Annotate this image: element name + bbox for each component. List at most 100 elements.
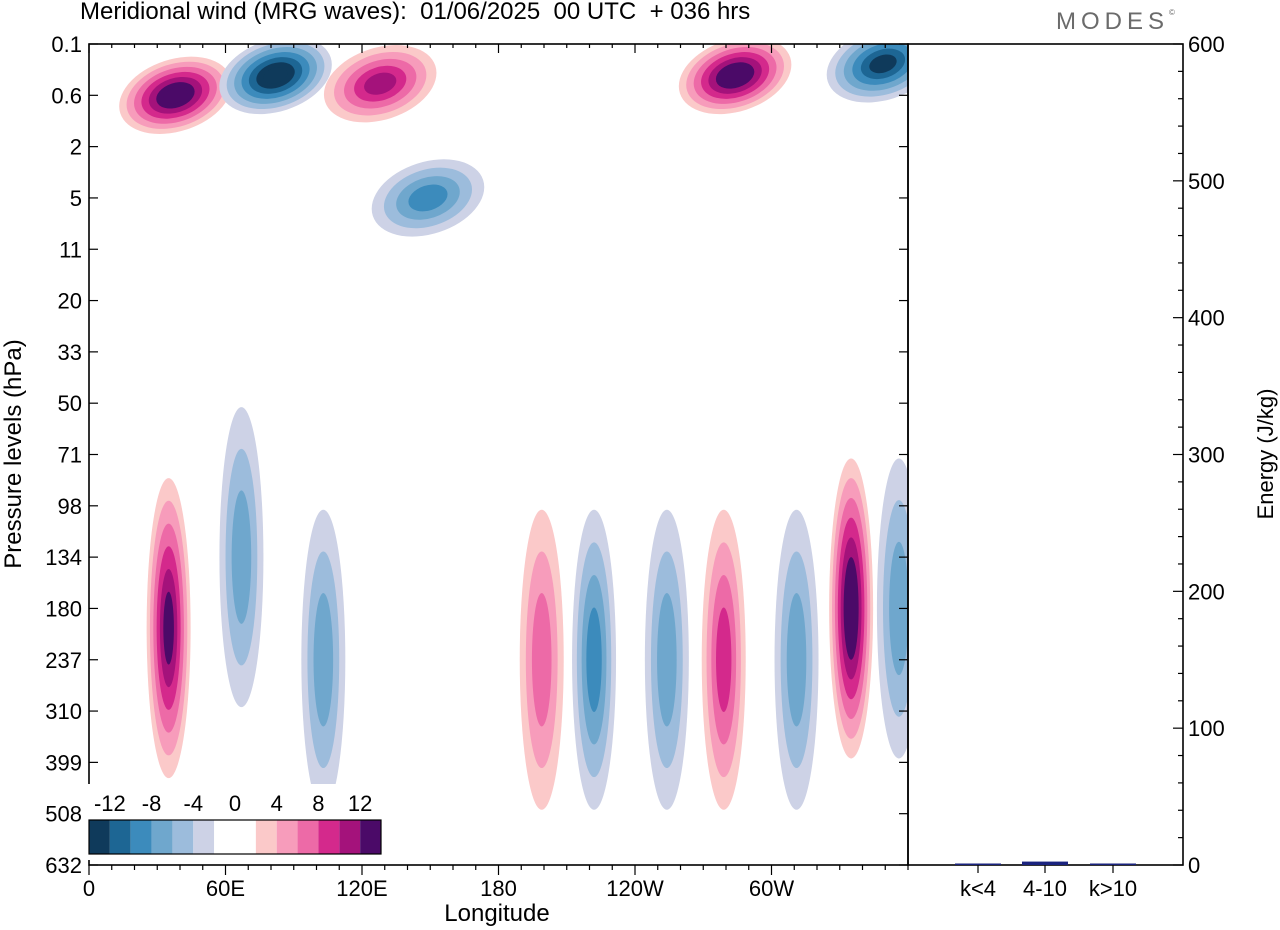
- colorbar-frame: [88, 819, 382, 855]
- energy-tick-label: 400: [1188, 306, 1225, 331]
- contour-level: [408, 184, 448, 212]
- chart-title: Meridional wind (MRG waves): 01/06/2025 …: [80, 0, 751, 25]
- contour-level: [364, 72, 397, 95]
- contour-blob-12: [701, 509, 746, 810]
- energy-frame: [907, 43, 1184, 866]
- energy-bar: [1022, 861, 1068, 865]
- contour-blob-11: [644, 509, 689, 810]
- contour-level: [869, 54, 897, 74]
- contour-blob-7: [219, 407, 264, 708]
- contour-level: [716, 607, 732, 712]
- x-tick-label: 120E: [336, 876, 387, 901]
- contour-level: [786, 593, 807, 727]
- contour-blob-1: [219, 44, 332, 115]
- energy-tick-label: 0: [1188, 853, 1200, 878]
- y-tick-label: 33: [58, 340, 82, 365]
- energy-tick-label: 300: [1188, 443, 1225, 468]
- colorbar-swatch: [130, 820, 152, 854]
- contour-blob-6: [146, 478, 191, 779]
- energy-tick-label: 600: [1188, 32, 1225, 57]
- logo-mark: ©: [1169, 8, 1175, 17]
- colorbar-tick-label: -8: [142, 791, 162, 816]
- x-tick-label: 180: [480, 876, 517, 901]
- colorbar-tick-label: -4: [184, 791, 204, 816]
- colorbar-swatch: [318, 820, 340, 854]
- energy-tick-label: 200: [1188, 579, 1225, 604]
- contour-level: [586, 607, 602, 712]
- y-tick-label: 11: [59, 237, 82, 262]
- colorbar-swatch: [193, 820, 215, 854]
- axes: 0.1 0.6 2 5 11 20 33 50 71 98 134 180 237 310 399 508 63…: [45, 32, 1224, 901]
- energy-bar: [1090, 863, 1136, 865]
- y-axis-label: Pressure levels (hPa): [0, 339, 27, 569]
- contour-blob-10: [572, 509, 617, 810]
- colorbar-tick-label: 8: [312, 791, 324, 816]
- contour-blob-0: [119, 56, 232, 134]
- y-tick-label: 98: [58, 494, 82, 519]
- y-tick-label: 310: [45, 699, 82, 724]
- contour-blob-15: [876, 458, 908, 759]
- category-label: k<4: [960, 876, 996, 901]
- category-label: k>10: [1089, 876, 1137, 901]
- contour-blob-3: [371, 159, 485, 237]
- y-tick-label: 180: [45, 596, 82, 621]
- x-tick-label: 120W: [606, 876, 664, 901]
- colorbar-swatch: [276, 820, 298, 854]
- colorbar-swatch: [339, 820, 361, 854]
- wind-field-contours: [119, 44, 908, 810]
- energy-bar: [955, 863, 1001, 865]
- energy-bars: k<4 4-10 k>10: [955, 861, 1137, 901]
- contour-level: [263, 67, 288, 84]
- y-tick-label: 134: [45, 545, 82, 570]
- x-tick-label: 0: [83, 876, 95, 901]
- energy-axis-label: Energy (J/kg): [1253, 388, 1278, 520]
- colorbar-swatch: [255, 820, 277, 854]
- colorbar-tick-label: -12: [94, 791, 126, 816]
- colorbar-swatch: [151, 820, 173, 854]
- category-label: 4-10: [1023, 876, 1067, 901]
- contour-blob-4: [678, 44, 792, 115]
- contour-level: [313, 593, 334, 727]
- colorbar-tick-label: 4: [271, 791, 283, 816]
- colorbar-swatch: [89, 820, 110, 854]
- contour-blob-9: [519, 509, 564, 810]
- colorbar-swatch: [360, 820, 381, 854]
- colorbar-tick-label: 12: [348, 791, 372, 816]
- y-tick-label: 0.1: [51, 32, 82, 57]
- energy-tick-label: 100: [1188, 716, 1225, 741]
- y-tick-label: 5: [70, 186, 82, 211]
- x-tick-label: 60W: [749, 876, 794, 901]
- colorbar-swatch: [235, 820, 256, 854]
- contour-blob-8: [301, 509, 346, 810]
- energy-tick-label: 500: [1188, 169, 1225, 194]
- contour-blob-2: [323, 45, 437, 123]
- y-tick-label: 632: [45, 853, 82, 878]
- contour-level: [163, 591, 174, 665]
- contour-level: [531, 593, 552, 727]
- y-tick-label: 50: [58, 391, 82, 416]
- contour-level: [723, 67, 747, 84]
- contour-level: [846, 576, 856, 641]
- y-tick-label: 71: [58, 443, 82, 468]
- y-tick-label: 20: [58, 289, 82, 314]
- y-tick-label: 399: [45, 750, 82, 775]
- contour-blob-14: [829, 458, 874, 759]
- colorbar-swatch: [297, 820, 319, 854]
- contour-level: [657, 593, 677, 727]
- modes-logo: MODES©: [1056, 8, 1175, 36]
- colorbar-swatch: [109, 820, 131, 854]
- y-tick-label: 508: [45, 802, 82, 827]
- colorbar: -12 -8 -4 0 4 8 12: [85, 784, 385, 860]
- contour-level: [231, 490, 252, 624]
- contour-blob-5: [826, 44, 908, 103]
- colorbar-swatch: [172, 820, 194, 854]
- colorbar-tick-label: 0: [229, 791, 241, 816]
- y-tick-label: 2: [70, 135, 82, 160]
- contour-level: [163, 87, 188, 104]
- x-axis-label: Longitude: [444, 900, 550, 927]
- colorbar-swatch: [214, 820, 235, 854]
- y-tick-label: 237: [45, 648, 82, 673]
- logo-text: MODES: [1056, 8, 1170, 35]
- x-tick-label: 60E: [206, 876, 245, 901]
